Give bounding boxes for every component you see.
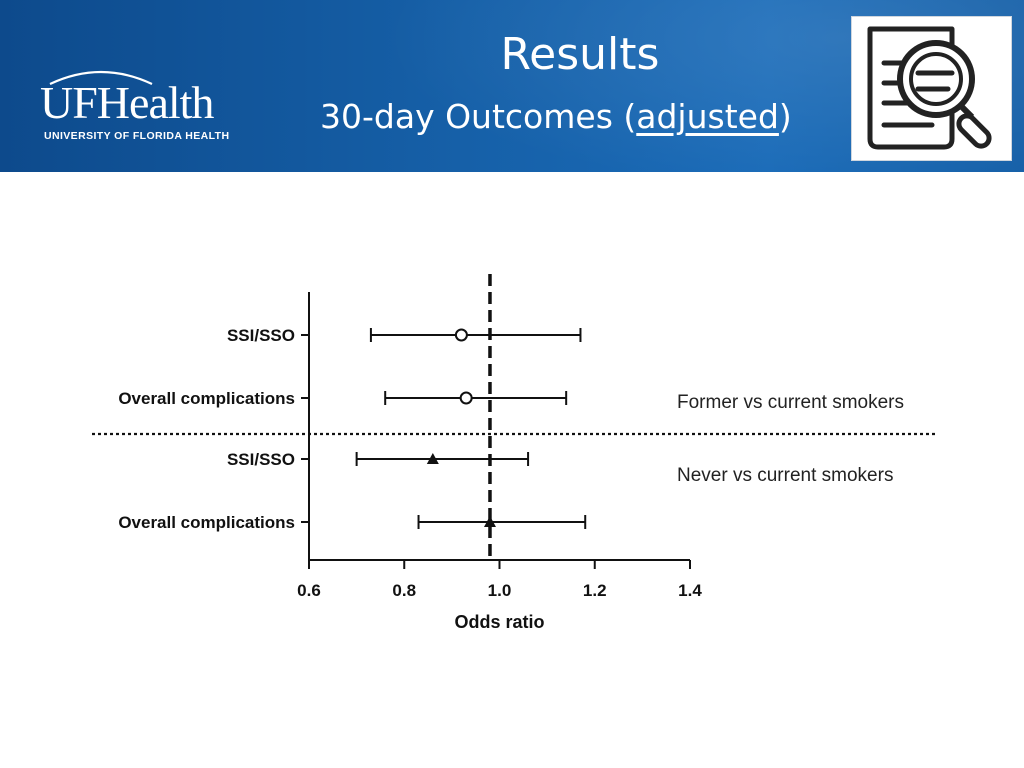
uf-health-logo: UFHealth UNIVERSITY OF FLORIDA HEALTH [40, 66, 240, 146]
logo-subtitle: UNIVERSITY OF FLORIDA HEALTH [44, 130, 230, 142]
x-axis-label: Odds ratio [454, 612, 544, 632]
document-magnifier-thumbnail [851, 16, 1012, 161]
slide-header: UFHealth UNIVERSITY OF FLORIDA HEALTH Re… [0, 0, 1024, 172]
subtitle-after: ) [778, 97, 792, 136]
forest-plot: 0.6 0.8 1.0 1.2 1.4 Odds ratio SSI/SSO Overall … [92, 274, 935, 632]
group-label: Never vs current smokers [677, 465, 893, 486]
estimate-circle [454, 328, 468, 342]
row-label: Overall complications [118, 389, 295, 408]
logo-arc-icon [49, 70, 153, 85]
x-tick-label: 1.4 [678, 581, 702, 600]
logo-wordmark: UFHealth [40, 77, 214, 128]
x-tick-label: 1.2 [583, 581, 607, 600]
row-label: Overall complications [118, 513, 295, 532]
estimate-triangle [426, 453, 439, 464]
page-subtitle: 30-day Outcomes (adjusted) [320, 94, 792, 140]
page-title: Results [500, 29, 660, 80]
x-tick-label: 0.8 [392, 581, 416, 600]
estimate-triangle [483, 516, 496, 527]
document-magnifier-icon [867, 26, 992, 150]
x-tick-label: 0.6 [297, 581, 321, 600]
x-tick-label: 1.0 [488, 581, 512, 600]
row-label: SSI/SSO [227, 450, 295, 469]
subtitle-underlined: adjusted [636, 97, 779, 136]
subtitle-before: 30-day Outcomes ( [320, 97, 637, 136]
row-label: SSI/SSO [227, 326, 295, 345]
group-label: Former vs current smokers [677, 392, 904, 413]
estimate-circle [459, 391, 473, 405]
